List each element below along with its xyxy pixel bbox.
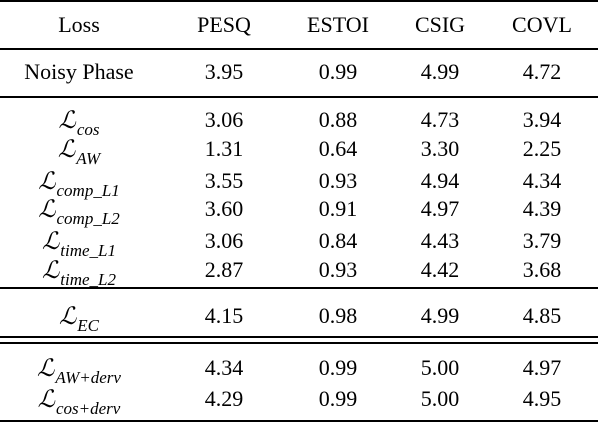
pesq-value: 1.31 [204, 136, 244, 161]
table-row: ℒtime_L2 2.87 0.93 4.42 3.68 [0, 256, 598, 290]
loss-name: ℒAW [0, 135, 158, 168]
loss-symbol: ℒ [41, 256, 60, 284]
loss-subscript: EC [77, 316, 100, 335]
loss-name: ℒcos+derv [0, 385, 158, 418]
table-row: ℒAW+derv 4.34 0.99 5.00 4.97 [0, 354, 598, 388]
table-row: Noisy Phase 3.95 0.99 4.99 4.72 [0, 60, 598, 84]
loss-symbol: ℒ [58, 302, 77, 330]
estoi-value: 0.91 [318, 196, 358, 221]
loss-name: ℒEC [0, 302, 158, 335]
section-rule-2 [0, 287, 598, 289]
header-pesq: PESQ [197, 12, 251, 37]
covl-value: 4.97 [522, 355, 562, 380]
csig-value: 4.99 [420, 303, 460, 328]
header-estoi: ESTOI [307, 12, 369, 37]
double-rule-bottom [0, 342, 598, 344]
loss-name: ℒtime_L2 [0, 256, 158, 289]
loss-symbol: ℒ [38, 195, 56, 223]
loss-symbol: ℒ [37, 354, 55, 382]
loss-symbol: ℒ [58, 106, 76, 134]
csig-value: 4.42 [420, 257, 460, 282]
estoi-value: 0.99 [318, 355, 358, 380]
covl-value: 3.68 [522, 257, 562, 282]
estoi-value: 0.99 [318, 59, 358, 84]
csig-value: 4.97 [420, 196, 460, 221]
loss-name: ℒcomp_L1 [0, 167, 158, 200]
covl-value: 4.39 [522, 196, 562, 221]
loss-subscript: cos [76, 120, 100, 139]
table-row: ℒcomp_L1 3.55 0.93 4.94 4.34 [0, 167, 598, 201]
csig-value: 4.94 [420, 168, 460, 193]
csig-value: 4.73 [420, 107, 460, 132]
loss-subscript: comp_L1 [56, 181, 120, 200]
pesq-value: 4.15 [204, 303, 244, 328]
covl-value: 4.85 [522, 303, 562, 328]
csig-value: 3.30 [420, 136, 460, 161]
loss-subscript: AW [76, 149, 101, 168]
estoi-value: 0.93 [318, 168, 358, 193]
loss-symbol: ℒ [37, 385, 55, 413]
table-row: ℒtime_L1 3.06 0.84 4.43 3.79 [0, 227, 598, 261]
covl-value: 4.34 [522, 168, 562, 193]
csig-value: 5.00 [420, 386, 460, 411]
loss-name: ℒcos [0, 106, 158, 139]
loss-name: ℒtime_L1 [0, 227, 158, 260]
estoi-value: 0.64 [318, 136, 358, 161]
pesq-value: 2.87 [204, 257, 244, 282]
header-covl: COVL [512, 12, 572, 37]
estoi-value: 0.84 [318, 228, 358, 253]
header-loss: Loss [58, 12, 100, 37]
loss-subscript: time_L1 [60, 241, 117, 260]
header-row: Loss PESQ ESTOI CSIG COVL [0, 13, 598, 37]
covl-value: 3.79 [522, 228, 562, 253]
header-csig: CSIG [414, 12, 466, 37]
section-rule-1 [0, 96, 598, 98]
table-row: ℒcos+derv 4.29 0.99 5.00 4.95 [0, 385, 598, 419]
estoi-value: 0.88 [318, 107, 358, 132]
estoi-value: 0.99 [318, 386, 358, 411]
loss-subscript: comp_L2 [56, 209, 120, 228]
csig-value: 4.43 [420, 228, 460, 253]
pesq-value: 3.95 [204, 59, 244, 84]
pesq-value: 3.06 [204, 228, 244, 253]
table-row: ℒEC 4.15 0.98 4.99 4.85 [0, 302, 598, 336]
loss-name: Noisy Phase [24, 59, 134, 84]
loss-name: ℒAW+derv [0, 354, 158, 387]
pesq-value: 3.06 [204, 107, 244, 132]
loss-subscript: cos+derv [55, 399, 121, 418]
covl-value: 4.72 [522, 59, 562, 84]
loss-subscript: time_L2 [60, 270, 117, 289]
estoi-value: 0.93 [318, 257, 358, 282]
csig-value: 5.00 [420, 355, 460, 380]
double-rule-top [0, 336, 598, 338]
table-row: ℒcomp_L2 3.60 0.91 4.97 4.39 [0, 195, 598, 229]
table-row: ℒcos 3.06 0.88 4.73 3.94 [0, 106, 598, 140]
csig-value: 4.99 [420, 59, 460, 84]
covl-value: 3.94 [522, 107, 562, 132]
pesq-value: 4.34 [204, 355, 244, 380]
loss-symbol: ℒ [41, 227, 60, 255]
table-row: ℒAW 1.31 0.64 3.30 2.25 [0, 135, 598, 169]
bottom-rule [0, 420, 598, 422]
covl-value: 4.95 [522, 386, 562, 411]
pesq-value: 3.60 [204, 196, 244, 221]
estoi-value: 0.98 [318, 303, 358, 328]
pesq-value: 4.29 [204, 386, 244, 411]
loss-symbol: ℒ [57, 135, 76, 163]
loss-subscript: AW+derv [55, 368, 121, 387]
top-rule [0, 0, 598, 2]
loss-symbol: ℒ [38, 167, 56, 195]
covl-value: 2.25 [522, 136, 562, 161]
header-rule [0, 48, 598, 50]
pesq-value: 3.55 [204, 168, 244, 193]
loss-name: ℒcomp_L2 [0, 195, 158, 228]
